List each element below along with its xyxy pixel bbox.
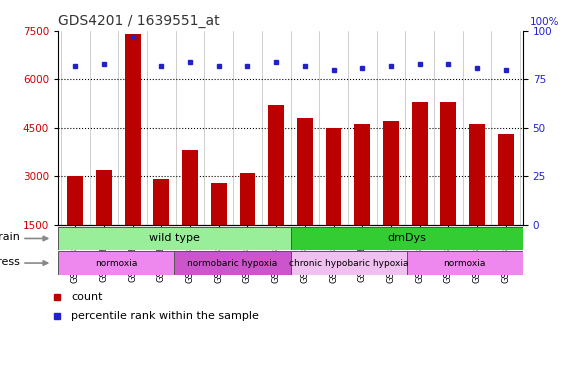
Text: normoxia: normoxia <box>95 258 137 268</box>
Bar <box>153 179 169 225</box>
Bar <box>325 128 342 225</box>
Bar <box>290 251 407 275</box>
Bar <box>354 124 370 225</box>
Bar <box>67 176 83 225</box>
Text: GDS4201 / 1639551_at: GDS4201 / 1639551_at <box>58 14 220 28</box>
Bar <box>125 34 141 225</box>
Text: strain: strain <box>0 232 20 242</box>
Bar <box>58 227 290 250</box>
Text: 100%: 100% <box>530 17 560 26</box>
Text: dmDys: dmDys <box>388 233 426 243</box>
Bar <box>290 227 523 250</box>
Bar <box>498 134 514 225</box>
Bar <box>239 173 256 225</box>
Text: count: count <box>71 292 102 302</box>
Bar <box>407 251 523 275</box>
Bar <box>412 102 428 225</box>
Text: stress: stress <box>0 257 20 267</box>
Bar <box>469 124 485 225</box>
Bar <box>211 183 227 225</box>
Bar <box>268 105 284 225</box>
Bar <box>383 121 399 225</box>
Text: percentile rank within the sample: percentile rank within the sample <box>71 311 259 321</box>
Bar <box>182 150 198 225</box>
Text: normoxia: normoxia <box>444 258 486 268</box>
Text: normobaric hypoxia: normobaric hypoxia <box>187 258 278 268</box>
Bar <box>96 170 112 225</box>
Text: wild type: wild type <box>149 233 200 243</box>
Bar <box>174 251 290 275</box>
Bar <box>440 102 456 225</box>
Bar <box>58 251 174 275</box>
Text: chronic hypobaric hypoxia: chronic hypobaric hypoxia <box>289 258 408 268</box>
Bar <box>297 118 313 225</box>
